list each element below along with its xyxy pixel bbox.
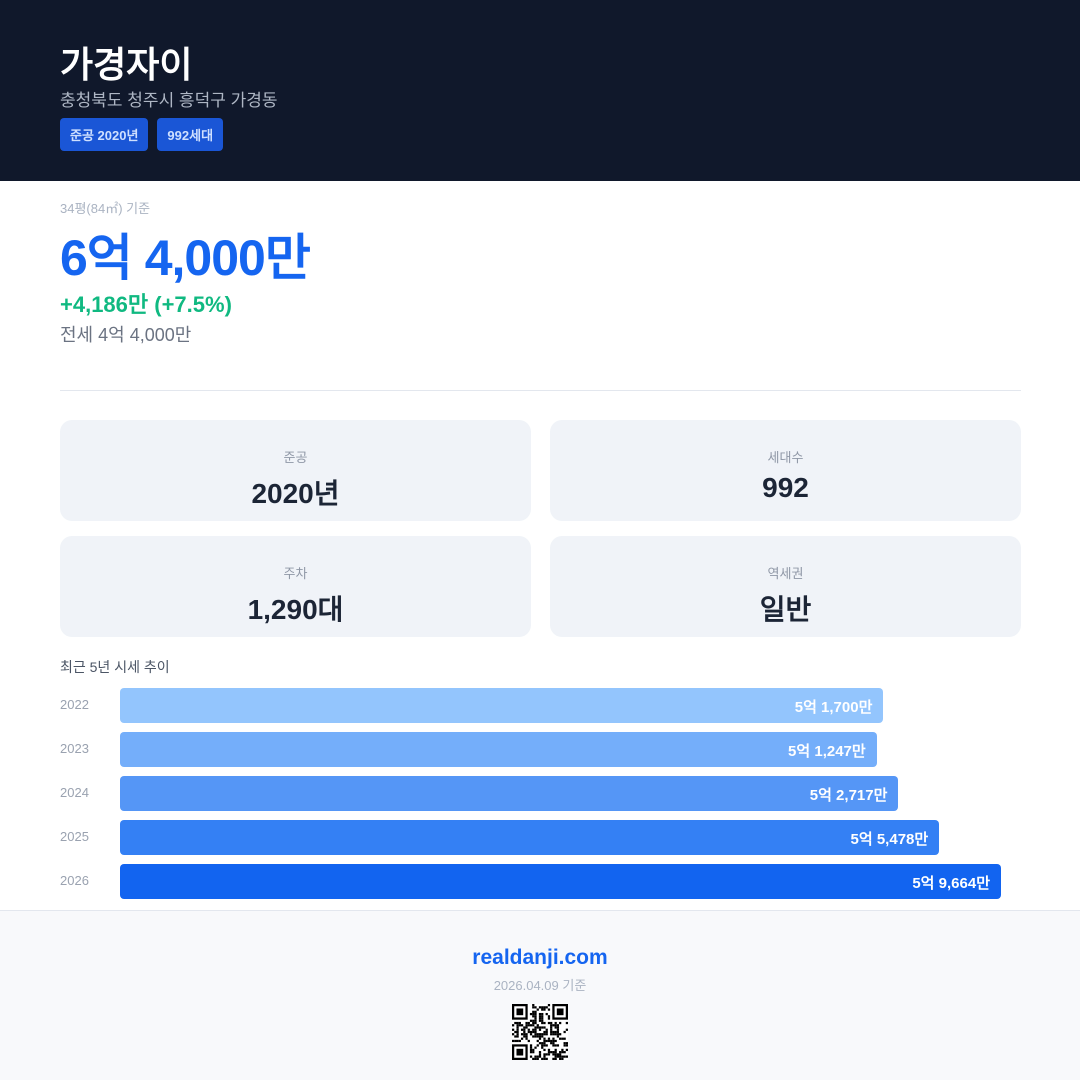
price-basis: 34평(84㎡) 기준 <box>60 201 151 216</box>
bar-row: 2026 5억 9,664만 <box>60 864 1021 899</box>
complex-title: 가경자이 <box>60 44 193 85</box>
stat-value: 992 <box>762 472 809 503</box>
qr-code <box>512 1004 568 1060</box>
bar-value-label: 5억 1,247만 <box>788 743 866 760</box>
stat-value: 2020년 <box>251 478 340 509</box>
bar-value-label: 5억 9,664만 <box>912 875 990 892</box>
bar-row: 2024 5억 2,717만 <box>60 776 1021 811</box>
stat-card-built: 준공 2020년 <box>60 420 531 521</box>
stat-card-station: 역세권 일반 <box>550 536 1021 637</box>
header: 가경자이 충청북도 청주시 흥덕구 가경동 준공 2020년 992세대 <box>0 0 1080 181</box>
badge-built-year: 준공 2020년 <box>60 118 149 151</box>
address: 충청북도 청주시 흥덕구 가경동 <box>60 91 278 110</box>
price-value: 6억 4,000만 <box>60 230 311 286</box>
footer: realdanji.com 2026.04.09 기준 <box>0 910 1080 1080</box>
trend-title: 최근 5년 시세 추이 <box>60 659 170 675</box>
year-label: 2025 <box>60 829 89 844</box>
jeonse-price: 전세 4억 4,000만 <box>60 325 192 345</box>
bar-value-label: 5억 5,478만 <box>850 831 929 848</box>
bar-row: 2022 5억 1,700만 <box>60 688 1021 723</box>
bar-2026: 5억 9,664만 <box>120 864 1001 899</box>
bar-value-label: 5억 2,717만 <box>809 787 888 804</box>
footer-date: 2026.04.09 기준 <box>493 978 587 993</box>
stat-label: 주차 <box>283 566 308 581</box>
year-label: 2026 <box>60 873 89 888</box>
stat-value: 1,290대 <box>247 594 344 625</box>
year-label: 2022 <box>60 697 89 712</box>
stat-label: 역세권 <box>767 566 804 581</box>
divider <box>60 390 1021 391</box>
bar-2024: 5억 2,717만 <box>120 776 899 811</box>
stat-card-households: 세대수 992 <box>550 420 1021 521</box>
bar-2025: 5억 5,478만 <box>120 820 940 855</box>
stat-label: 세대수 <box>767 450 804 465</box>
site-link[interactable]: realdanji.com <box>472 946 608 969</box>
badge-households: 992세대 <box>157 118 224 151</box>
stat-value: 일반 <box>759 594 812 625</box>
bar-2023: 5억 1,247만 <box>120 732 877 767</box>
stat-card-parking: 주차 1,290대 <box>60 536 531 637</box>
bar-row: 2023 5억 1,247만 <box>60 732 1021 767</box>
year-label: 2024 <box>60 785 89 800</box>
bar-2022: 5억 1,700만 <box>120 688 884 723</box>
year-label: 2023 <box>60 741 89 756</box>
stat-label: 준공 <box>283 450 308 465</box>
price-change: +4,186만 (+7.5%) <box>60 292 232 317</box>
bar-value-label: 5억 1,700만 <box>794 699 873 716</box>
bar-row: 2025 5억 5,478만 <box>60 820 1021 855</box>
